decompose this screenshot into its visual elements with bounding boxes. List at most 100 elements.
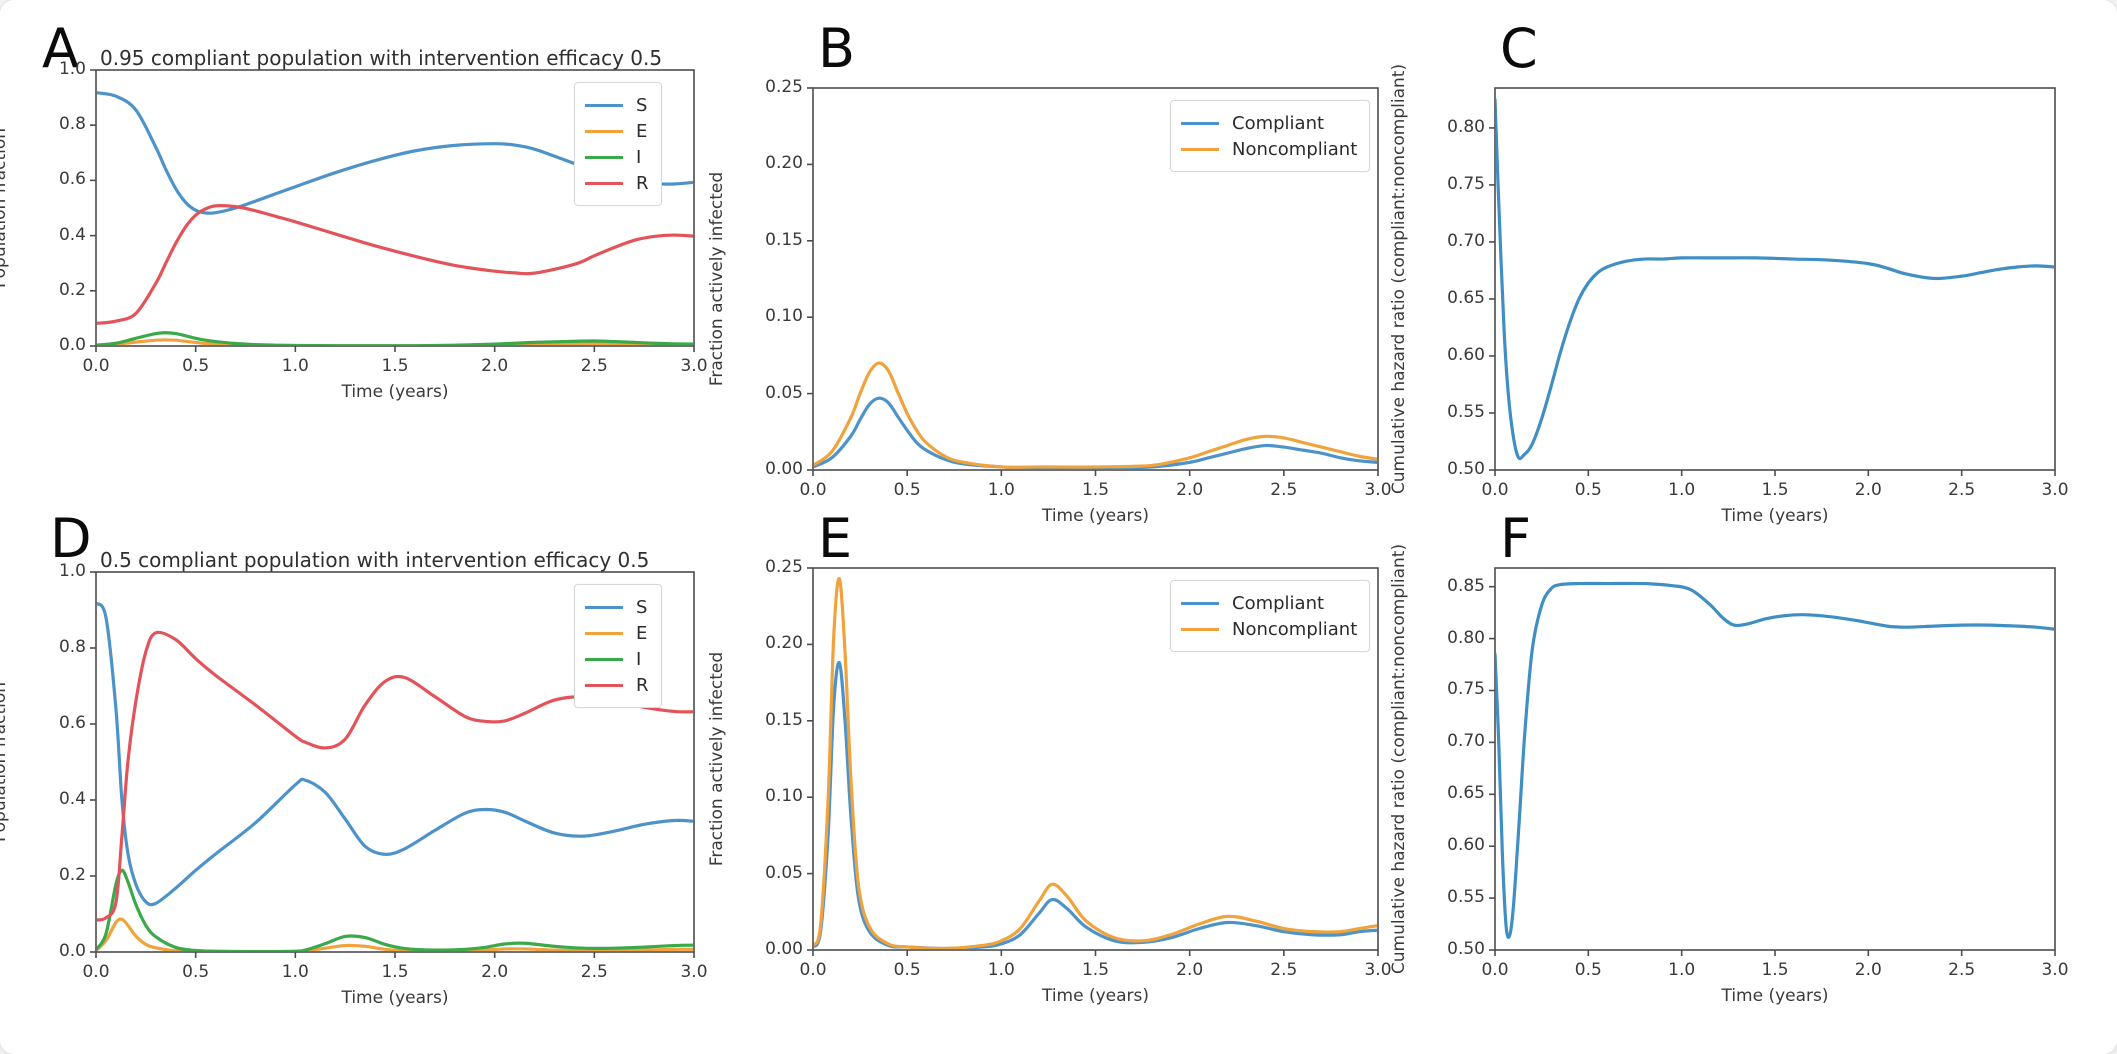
legend-label: I: [636, 146, 642, 168]
legend-swatch-r: [585, 683, 623, 687]
y-tick-label: 0.65: [1447, 287, 1485, 308]
y-tick-label: 0.60: [1447, 344, 1485, 365]
x-tick-label: 2.5: [1948, 480, 1976, 500]
x-axis-label-e: Time (years): [1041, 986, 1150, 1006]
y-tick-label: 0.70: [1447, 731, 1485, 752]
series-line-e: [97, 917, 693, 951]
legend-label: Compliant: [1232, 112, 1325, 134]
x-axis-label-a: Time (years): [341, 382, 449, 402]
y-tick-label: 1.0: [58, 561, 86, 581]
x-tick-label: 3.0: [680, 962, 708, 982]
legend-item[interactable]: R: [585, 672, 649, 698]
legend-item[interactable]: R: [585, 170, 649, 196]
x-tick-label: 2.0: [1176, 480, 1204, 500]
x-axis-label-f: Time (years): [1721, 986, 1829, 1006]
x-tick-label: 2.5: [1270, 480, 1298, 500]
y-tick-label: 0.80: [1447, 116, 1485, 137]
x-tick-label: 3.0: [680, 356, 708, 376]
legend-swatch-noncompliant: [1181, 627, 1219, 631]
x-tick-label: 2.0: [1854, 480, 1882, 500]
legend-label: Compliant: [1232, 592, 1325, 614]
x-tick-label: 2.0: [481, 962, 509, 982]
x-axis-label-c: Time (years): [1721, 506, 1829, 526]
x-tick-label: 1.5: [1761, 960, 1789, 980]
axes-frame: [1494, 567, 2056, 951]
legend-label: E: [636, 120, 648, 142]
y-tick-label: 0.55: [1447, 887, 1485, 908]
series-line-i: [97, 331, 693, 345]
x-tick-label: 0.5: [1574, 480, 1602, 500]
x-tick-label: 2.5: [580, 962, 608, 982]
y-tick-label: 0.80: [1447, 627, 1485, 648]
y-tick-label: 0.2: [58, 279, 86, 300]
legend-swatch-r: [585, 181, 623, 185]
x-tick-label: 1.0: [987, 960, 1015, 980]
legend-item[interactable]: I: [585, 646, 649, 672]
panel-letter-c: C: [1500, 17, 1538, 80]
legend-swatch-e: [585, 631, 623, 635]
legend-label: Noncompliant: [1232, 618, 1358, 640]
legend-item[interactable]: I: [585, 144, 649, 170]
y-tick-label: 0.85: [1447, 575, 1485, 596]
y-tick-label: 0.60: [1447, 835, 1485, 856]
x-tick-label: 1.5: [1081, 960, 1110, 980]
y-tick-label: 0.70: [1447, 230, 1485, 251]
x-tick-label: 2.0: [481, 356, 509, 376]
y-tick-label: 0.0: [58, 335, 86, 355]
y-tick-label: 0.6: [58, 169, 86, 190]
series-line-cumulative-hazard-ratio: [1496, 581, 2054, 939]
legend-e: Compliant Noncompliant: [1170, 580, 1371, 652]
legend-swatch-compliant: [1181, 121, 1219, 125]
x-tick-label: 2.0: [1854, 960, 1882, 980]
legend-swatch-i: [585, 155, 623, 159]
legend-item[interactable]: Compliant: [1181, 590, 1357, 616]
legend-label: R: [636, 172, 649, 194]
y-axis-label-e: Fraction actively infected: [707, 651, 727, 867]
legend-item[interactable]: Compliant: [1181, 110, 1357, 136]
legend-item[interactable]: E: [585, 118, 649, 144]
x-tick-label: 2.5: [580, 356, 608, 376]
legend-label: E: [636, 622, 648, 644]
legend-item[interactable]: S: [585, 92, 649, 118]
series-line-e: [97, 338, 693, 345]
y-tick-label: 0.55: [1447, 401, 1485, 422]
y-axis-label-a: Population fraction: [0, 127, 10, 289]
legend-b: Compliant Noncompliant: [1170, 100, 1371, 172]
legend-label: S: [636, 596, 648, 618]
panel-letter-f: F: [1500, 507, 1532, 570]
x-tick-label: 0.5: [182, 962, 210, 982]
plot-title-d: 0.5 compliant population with interventi…: [100, 548, 650, 572]
x-tick-label: 1.0: [281, 962, 309, 982]
y-tick-label: 1.0: [58, 59, 86, 79]
x-tick-label: 0.0: [82, 356, 110, 376]
x-tick-label: 1.5: [1081, 480, 1110, 500]
legend-item[interactable]: Noncompliant: [1181, 616, 1357, 642]
y-tick-label: 0.25: [765, 77, 803, 97]
y-tick-label: 0.75: [1447, 173, 1485, 194]
legend-item[interactable]: S: [585, 594, 649, 620]
x-tick-label: 1.0: [1668, 480, 1696, 500]
legend-item[interactable]: Noncompliant: [1181, 136, 1357, 162]
x-tick-label: 2.5: [1270, 960, 1298, 980]
series-line-compliant: [814, 396, 1377, 469]
x-tick-label: 0.5: [1574, 960, 1602, 980]
y-tick-label: 0.4: [58, 789, 86, 809]
plot-title-a: 0.95 compliant population with intervent…: [100, 46, 663, 70]
x-tick-label: 2.5: [1948, 960, 1976, 980]
legend-label: I: [636, 648, 642, 670]
x-tick-label: 1.0: [987, 480, 1015, 500]
legend-swatch-compliant: [1181, 601, 1219, 605]
y-tick-label: 0.8: [58, 637, 86, 657]
legend-item[interactable]: E: [585, 620, 649, 646]
x-tick-label: 0.0: [82, 962, 110, 982]
y-tick-label: 0.25: [765, 557, 803, 577]
x-tick-label: 3.0: [1364, 480, 1392, 500]
series-line-noncompliant: [814, 361, 1377, 469]
